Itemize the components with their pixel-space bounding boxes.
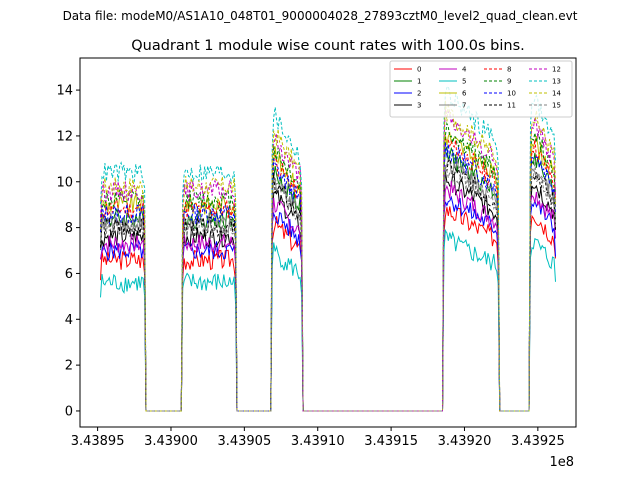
y-tick-label: 8 [65,221,73,236]
x-offset-label: 1e8 [549,455,574,470]
y-tick-label: 4 [65,313,73,328]
series-line-11 [100,158,556,412]
series-line-7 [100,158,556,412]
legend-label: 11 [507,102,516,110]
legend-label: 10 [507,90,516,98]
series-line-8 [100,137,556,412]
legend-label: 2 [417,90,421,98]
legend-label: 4 [462,66,467,74]
x-tick-label: 3.43900 [144,434,198,449]
x-tick-label: 3.43895 [71,434,125,449]
series-line-14 [100,100,556,412]
y-tick-label: 12 [56,129,73,144]
chart-title: Quadrant 1 module wise count rates with … [131,38,525,54]
y-tick-label: 10 [56,175,73,190]
series-line-15 [100,161,556,412]
legend-label: 12 [552,66,561,74]
legend-label: 13 [552,78,561,86]
legend-box [389,60,573,118]
series-line-1 [100,145,556,412]
x-tick-label: 3.43905 [217,434,271,449]
x-axis: 3.43895 3.43900 3.43905 3.43910 3.43915 3.439… [71,427,565,449]
suptitle: Data file: modeM0/AS1A10_048T01_90000040… [63,9,578,23]
series-line-0 [100,206,556,412]
series-line-13 [100,85,556,412]
x-tick-label: 3.43910 [291,434,345,449]
legend-label: 1 [417,78,421,86]
series-line-9 [100,121,556,412]
y-tick-label: 6 [65,267,73,282]
series-line-4 [100,180,556,412]
legend-label: 3 [417,102,421,110]
axes-frame [79,57,577,428]
y-tick-label: 14 [56,84,73,99]
legend-label: 7 [462,102,466,110]
legend-label: 6 [462,90,467,98]
series-line-5 [100,228,556,412]
y-axis: 0 2 4 6 8 10 12 14 [56,84,80,419]
series-layer [100,85,556,412]
x-tick-label: 3.43915 [364,434,418,449]
legend-label: 14 [552,90,561,98]
y-tick-label: 2 [65,359,73,374]
y-tick-label: 0 [65,404,73,419]
x-tick-label: 3.43925 [511,434,565,449]
x-tick-label: 3.43920 [438,434,492,449]
series-line-3 [100,171,556,412]
legend-label: 5 [462,78,466,86]
legend-label: 15 [552,102,561,110]
legend-label: 8 [507,66,511,74]
legend-label: 0 [417,66,421,74]
legend-label: 9 [507,78,511,86]
